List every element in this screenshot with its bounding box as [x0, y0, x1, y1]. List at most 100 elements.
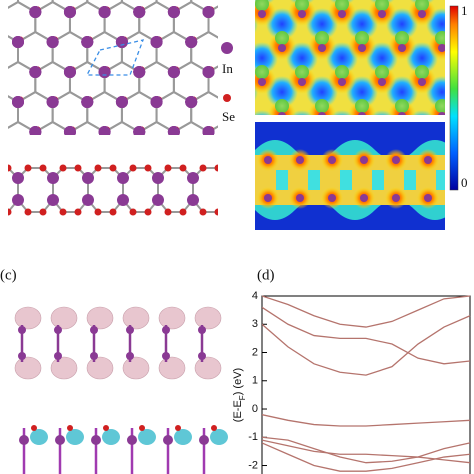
side-view — [8, 164, 218, 216]
bond — [42, 167, 78, 213]
in-atom — [47, 194, 59, 206]
se-atom — [59, 208, 67, 216]
isosurface — [138, 429, 156, 445]
se-atom — [129, 164, 137, 172]
in-atom — [152, 172, 164, 184]
band-line — [262, 436, 471, 464]
in-atom — [0, 126, 7, 138]
isosurface — [66, 429, 84, 445]
in-atom — [220, 156, 232, 168]
in-atom — [167, 66, 180, 78]
se-atom — [120, 157, 127, 164]
se-atom — [31, 425, 37, 431]
in-atom — [91, 435, 101, 445]
map-blob — [466, 76, 474, 108]
panel-label: (c) — [0, 267, 17, 283]
in-atom — [12, 194, 24, 206]
bond — [8, 120, 37, 135]
in-atom — [198, 326, 206, 334]
in-atom — [81, 96, 94, 108]
isosurface — [14, 356, 42, 380]
se-atom — [8, 164, 12, 172]
se-atom — [214, 208, 218, 216]
in-atom — [116, 156, 128, 168]
in-atom — [151, 156, 163, 168]
in-atom — [117, 194, 129, 206]
in-atom — [237, 66, 249, 78]
in-atom — [127, 435, 137, 445]
colorbar-min: 0 — [461, 175, 468, 190]
bond — [68, 120, 106, 135]
in-atom — [187, 194, 199, 206]
se-atom — [103, 425, 109, 431]
in-atom — [90, 352, 98, 360]
in-atom — [220, 156, 232, 168]
map-atom — [335, 0, 349, 11]
in-atom — [81, 156, 93, 168]
map-atom — [378, 10, 386, 18]
in-atom — [133, 126, 146, 135]
se-atom — [74, 208, 82, 216]
map-atom — [435, 31, 445, 45]
map-atom — [358, 112, 366, 115]
map-atom — [395, 31, 409, 45]
se-atom — [179, 164, 187, 172]
map-atom — [264, 156, 272, 164]
in-atom — [237, 66, 249, 78]
in-atom — [115, 36, 128, 48]
in-atom — [98, 66, 111, 78]
se-atom — [94, 164, 102, 172]
se-atom — [24, 208, 32, 216]
band-structure: 4 3 2 1 0 -1 -2 (E-EF) (eV) — [232, 290, 471, 474]
se-atom — [172, 187, 179, 194]
se-atom — [138, 187, 145, 194]
se-atom — [59, 164, 67, 172]
map-atom — [355, 99, 369, 113]
isosurface — [194, 356, 222, 380]
in-atom — [237, 6, 249, 18]
map-blob — [255, 82, 258, 102]
se-atom — [8, 208, 12, 216]
map-atom — [295, 65, 309, 79]
se-atom — [242, 127, 249, 134]
map-atom — [318, 44, 326, 52]
in-atom — [133, 6, 146, 18]
map-blob — [330, 110, 354, 115]
map-atom — [392, 156, 400, 164]
in-atom — [63, 126, 76, 135]
in-atom — [126, 326, 134, 334]
se-atom — [0, 127, 6, 134]
in-atom — [185, 36, 198, 48]
y-axis-label-part: F — [238, 395, 247, 400]
in-atom — [199, 435, 209, 445]
in-atom — [133, 186, 145, 198]
in-atom — [116, 156, 128, 168]
in-atom — [116, 156, 128, 168]
se-atom — [190, 157, 197, 164]
in-atom — [202, 126, 215, 135]
isosurface — [174, 429, 192, 445]
map-hole — [404, 170, 416, 190]
map-atom — [235, 31, 249, 45]
in-atom — [12, 96, 24, 108]
bond — [0, 122, 1, 162]
map-atom — [238, 112, 246, 120]
isosurface — [158, 356, 186, 380]
y-tick-label: -1 — [248, 431, 258, 443]
map-atom — [218, 78, 226, 86]
map-atom — [415, 0, 429, 11]
isosurface — [102, 429, 120, 445]
map-atom — [360, 156, 368, 164]
map-atom — [328, 194, 336, 202]
map-atom — [424, 156, 432, 164]
in-atom — [202, 66, 215, 78]
se-atom — [207, 187, 214, 194]
se-atom — [242, 127, 249, 134]
y-axis-label-part: ) (eV) — [232, 368, 244, 396]
se-atom — [0, 67, 6, 74]
se-atom — [86, 157, 93, 164]
in-atom — [167, 126, 180, 135]
se-atom — [224, 157, 231, 164]
in-atom — [12, 172, 24, 184]
in-atom — [82, 194, 94, 206]
